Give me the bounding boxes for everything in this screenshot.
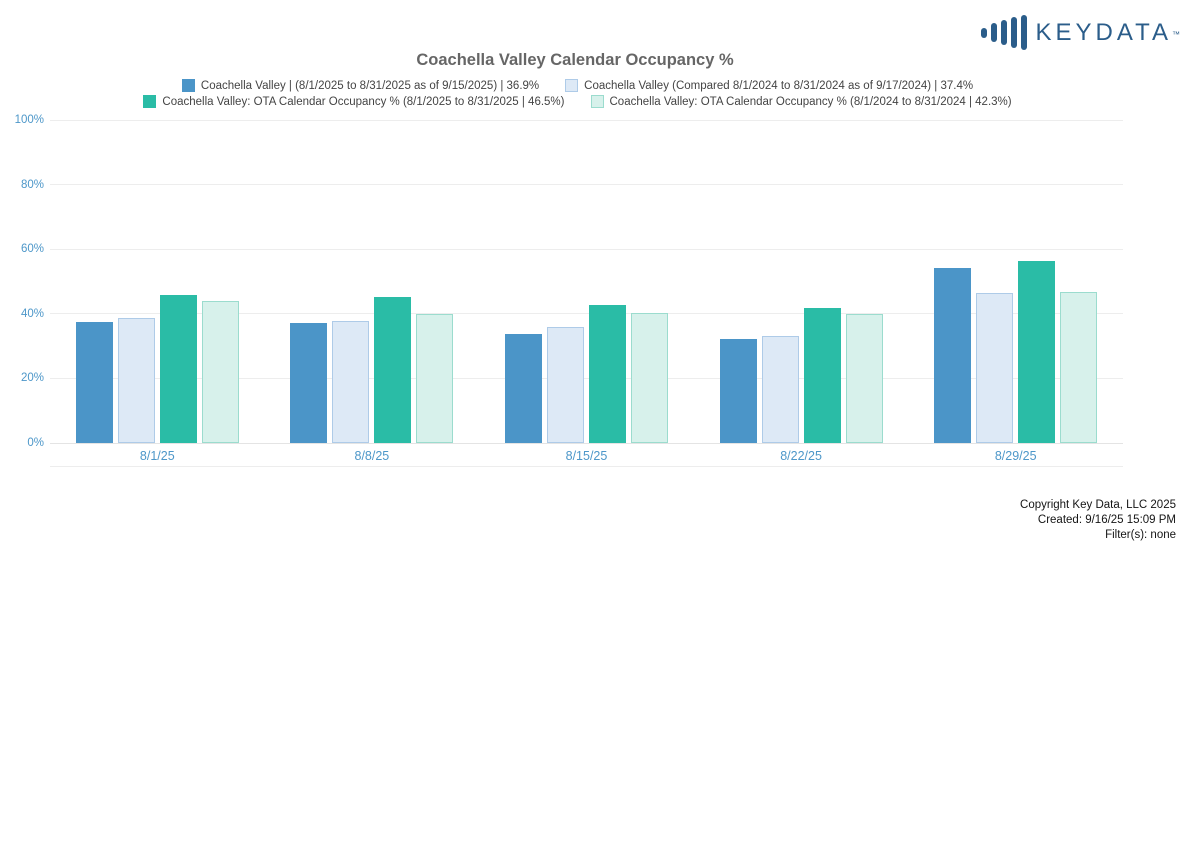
bar-group-8/8/25 <box>265 120 480 443</box>
bar-series4-8/15/25[interactable] <box>630 313 668 443</box>
x-tick-8/29/25: 8/29/25 <box>994 449 1037 463</box>
created-timestamp: Created: 9/16/25 15:09 PM <box>1037 514 1176 526</box>
bar-series3-8/8/25[interactable] <box>374 297 412 443</box>
x-tick-8/1/25: 8/1/25 <box>139 449 175 463</box>
gridline-0 <box>50 442 1123 444</box>
legend-row-2: Coachella Valley: OTA Calendar Occupancy… <box>0 95 1155 108</box>
y-tick-40: 40% <box>20 307 44 320</box>
bar-group-8/22/25 <box>694 120 909 443</box>
bar-series2-8/15/25[interactable] <box>546 327 584 443</box>
bar-series1-8/29/25[interactable] <box>934 267 972 443</box>
bar-series4-8/29/25[interactable] <box>1060 291 1098 443</box>
legend-label: Coachella Valley (Compared 8/1/2024 to 8… <box>584 79 974 92</box>
bar-series2-8/22/25[interactable] <box>761 336 799 443</box>
bar-series3-8/15/25[interactable] <box>588 305 626 443</box>
y-tick-100: 100% <box>14 114 44 126</box>
bar-group-8/29/25 <box>908 120 1123 443</box>
trademark-symbol: ™ <box>1172 30 1180 39</box>
bar-series4-8/22/25[interactable] <box>845 314 883 443</box>
x-tick-8/15/25: 8/15/25 <box>565 449 608 463</box>
x-tick-8/8/25: 8/8/25 <box>354 449 390 463</box>
bar-groups <box>50 120 1123 443</box>
legend-item-series2[interactable]: Coachella Valley (Compared 8/1/2024 to 8… <box>565 79 973 92</box>
gridline-40 <box>50 313 1123 315</box>
bar-series1-8/8/25[interactable] <box>290 322 328 443</box>
bar-series1-8/15/25[interactable] <box>504 334 542 443</box>
legend-item-series3[interactable]: Coachella Valley: OTA Calendar Occupancy… <box>143 95 565 108</box>
bar-group-8/1/25 <box>50 120 265 443</box>
gridline-80 <box>50 184 1123 186</box>
legend-swatch-icon <box>181 79 195 92</box>
y-tick-80: 80% <box>20 178 44 191</box>
chart-footer: Copyright Key Data, LLC 2025 Created: 9/… <box>1020 498 1176 543</box>
bar-series2-8/1/25[interactable] <box>117 318 155 443</box>
legend-item-series1[interactable]: Coachella Valley | (8/1/2025 to 8/31/202… <box>181 79 540 92</box>
copyright-text: Copyright Key Data, LLC 2025 <box>1020 499 1176 511</box>
legend-label: Coachella Valley: OTA Calendar Occupancy… <box>609 95 1012 108</box>
bar-series1-8/22/25[interactable] <box>719 339 757 443</box>
gridline-60 <box>50 248 1123 250</box>
chart-title: Coachella Valley Calendar Occupancy % <box>416 51 734 69</box>
keydata-bars-icon <box>980 15 1027 50</box>
bar-series4-8/1/25[interactable] <box>201 300 239 443</box>
x-tick-8/22/25: 8/22/25 <box>780 449 822 463</box>
keydata-logo: KEYDATA ™ <box>980 15 1180 50</box>
axis-band-divider <box>50 466 1123 467</box>
legend-item-series4[interactable]: Coachella Valley: OTA Calendar Occupancy… <box>590 95 1012 108</box>
legend-swatch-icon <box>565 79 579 92</box>
keydata-wordmark: KEYDATA <box>1035 18 1172 46</box>
legend-row-1: Coachella Valley | (8/1/2025 to 8/31/202… <box>0 79 1155 92</box>
bar-series3-8/1/25[interactable] <box>159 295 197 443</box>
plot-area <box>50 119 1123 444</box>
chart-legend: Coachella Valley | (8/1/2025 to 8/31/202… <box>0 79 1155 108</box>
legend-label: Coachella Valley | (8/1/2025 to 8/31/202… <box>200 79 540 92</box>
legend-swatch-icon <box>143 95 157 108</box>
gridline-100 <box>50 119 1123 121</box>
bar-series1-8/1/25[interactable] <box>75 322 113 443</box>
bar-series3-8/29/25[interactable] <box>1018 261 1056 443</box>
x-axis-labels: 8/1/25 8/8/25 8/15/25 8/22/25 8/29/25 <box>50 449 1123 463</box>
y-tick-0: 0% <box>27 437 44 449</box>
bar-series4-8/8/25[interactable] <box>416 314 454 443</box>
y-tick-20: 20% <box>20 372 44 385</box>
legend-swatch-icon <box>590 95 604 108</box>
filters-text: Filter(s): none <box>1105 529 1176 541</box>
gridline-20 <box>50 377 1123 379</box>
legend-label: Coachella Valley: OTA Calendar Occupancy… <box>162 95 565 108</box>
bar-series2-8/8/25[interactable] <box>332 321 370 443</box>
bar-series3-8/22/25[interactable] <box>803 308 841 443</box>
bar-series2-8/29/25[interactable] <box>976 293 1014 443</box>
y-tick-60: 60% <box>20 243 44 256</box>
bar-group-8/15/25 <box>479 120 694 443</box>
